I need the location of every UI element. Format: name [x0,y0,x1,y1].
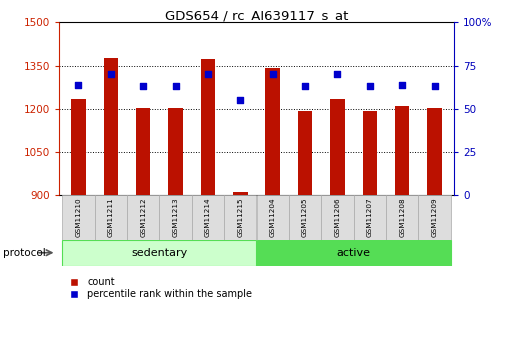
Bar [160,195,192,240]
Bar [419,195,450,240]
Point [333,71,342,77]
Bar [256,240,450,266]
Legend: count, percentile rank within the sample: count, percentile rank within the sample [64,277,252,299]
Point [139,83,147,89]
Bar [71,99,86,195]
Bar [201,59,215,195]
Point [398,82,406,87]
Text: GSM11204: GSM11204 [270,198,275,237]
Bar [168,108,183,195]
Point [204,71,212,77]
Text: GSM11215: GSM11215 [238,198,243,237]
Point [74,82,83,87]
Bar [395,106,409,195]
Bar [256,195,289,240]
Bar [95,195,127,240]
Point [430,83,439,89]
Bar [63,195,94,240]
Text: GSM11212: GSM11212 [140,198,146,237]
Text: GSM11211: GSM11211 [108,198,114,237]
Bar [386,195,418,240]
Text: GSM11208: GSM11208 [399,198,405,237]
Bar [289,195,321,240]
Point [236,97,244,103]
Text: GSM11205: GSM11205 [302,198,308,237]
Bar [63,240,256,266]
Text: GSM11213: GSM11213 [172,198,179,237]
Text: GDS654 / rc_AI639117_s_at: GDS654 / rc_AI639117_s_at [165,9,348,22]
Point [107,71,115,77]
Text: GSM11214: GSM11214 [205,198,211,237]
Point [301,83,309,89]
Point [366,83,374,89]
Text: sedentary: sedentary [131,248,187,258]
Text: GSM11210: GSM11210 [75,198,82,237]
Text: active: active [337,248,370,258]
Bar [265,68,280,195]
Bar [427,108,442,195]
Bar [104,58,118,195]
Text: GSM11207: GSM11207 [367,198,373,237]
Text: GSM11206: GSM11206 [334,198,341,237]
Bar [136,108,150,195]
Text: GSM11209: GSM11209 [431,198,438,237]
Bar [127,195,159,240]
Bar [330,99,345,195]
Text: protocol: protocol [3,248,45,258]
Point [269,71,277,77]
Bar [192,195,224,240]
Bar [354,195,386,240]
Point [171,83,180,89]
Bar [298,111,312,195]
Bar [233,192,248,195]
Bar [224,195,256,240]
Bar [363,111,377,195]
Bar [321,195,353,240]
